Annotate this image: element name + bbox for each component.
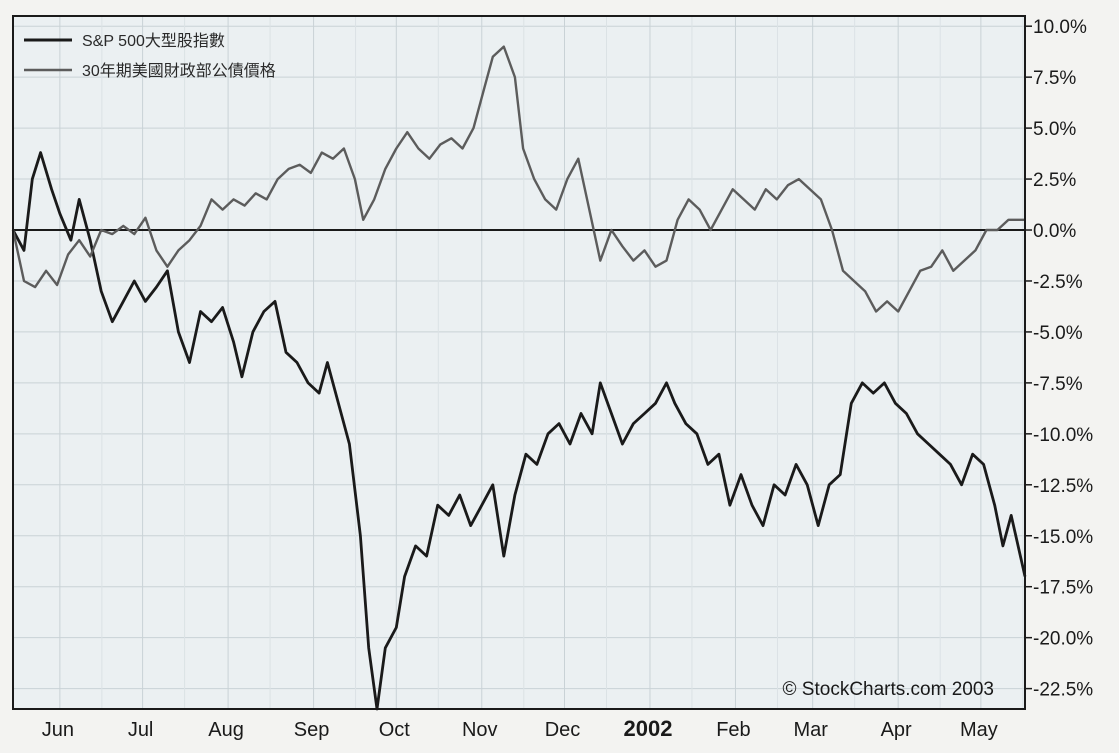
y-tick-label: -20.0% bbox=[1033, 629, 1093, 650]
y-tick-label: 10.0% bbox=[1033, 17, 1087, 38]
y-tick-label: -10.0% bbox=[1033, 425, 1093, 446]
legend-label-treasury: 30年期美國財政部公債價格 bbox=[82, 62, 276, 80]
x-tick-label: Sep bbox=[294, 719, 330, 741]
grid bbox=[13, 16, 1025, 709]
plot-frame bbox=[12, 15, 1026, 710]
x-tick-label: 2002 bbox=[624, 716, 673, 741]
x-tick-label: Jul bbox=[128, 719, 154, 741]
legend: S&P 500大型股指數 30年期美國財政部公債價格 bbox=[24, 32, 276, 80]
credit-text: © StockCharts.com 2003 bbox=[783, 679, 994, 700]
x-tick-label: Jun bbox=[42, 719, 74, 741]
x-tick-label: May bbox=[960, 719, 998, 741]
y-tick-label: -17.5% bbox=[1033, 578, 1093, 599]
y-tick-label: 0.0% bbox=[1033, 221, 1076, 242]
x-tick-label: Mar bbox=[793, 719, 828, 741]
y-tick-label: -22.5% bbox=[1033, 680, 1093, 701]
series-layer bbox=[11, 45, 1027, 711]
x-axis-ticks: Jun Jul Aug Sep Oct Nov Dec 2002 Feb Mar Apr May bbox=[42, 716, 998, 741]
series-line-treasury bbox=[11, 45, 1025, 313]
y-tick-label: -2.5% bbox=[1033, 272, 1083, 293]
y-tick-label: -12.5% bbox=[1033, 476, 1093, 497]
x-tick-label: Oct bbox=[379, 719, 411, 741]
x-tick-label: Nov bbox=[462, 719, 498, 741]
plot-background bbox=[13, 16, 1025, 709]
legend-label-sp500: S&P 500大型股指數 bbox=[82, 32, 225, 50]
y-tick-label: -5.0% bbox=[1033, 323, 1083, 344]
y-tick-label: -7.5% bbox=[1033, 374, 1083, 395]
x-tick-label: Feb bbox=[716, 719, 750, 741]
y-tick-label: -15.0% bbox=[1033, 527, 1093, 548]
y-axis-ticks: 10.0% 7.5% 5.0% 2.5% 0.0% -2.5% -5.0% -7.5% -10.… bbox=[1025, 17, 1093, 701]
x-tick-label: Aug bbox=[208, 719, 244, 741]
x-tick-label: Apr bbox=[881, 719, 912, 741]
series-line-sp500 bbox=[11, 151, 1027, 711]
y-tick-label: 2.5% bbox=[1033, 170, 1076, 191]
x-tick-label: Dec bbox=[545, 719, 581, 741]
y-tick-label: 5.0% bbox=[1033, 119, 1076, 140]
y-tick-label: 7.5% bbox=[1033, 68, 1076, 89]
